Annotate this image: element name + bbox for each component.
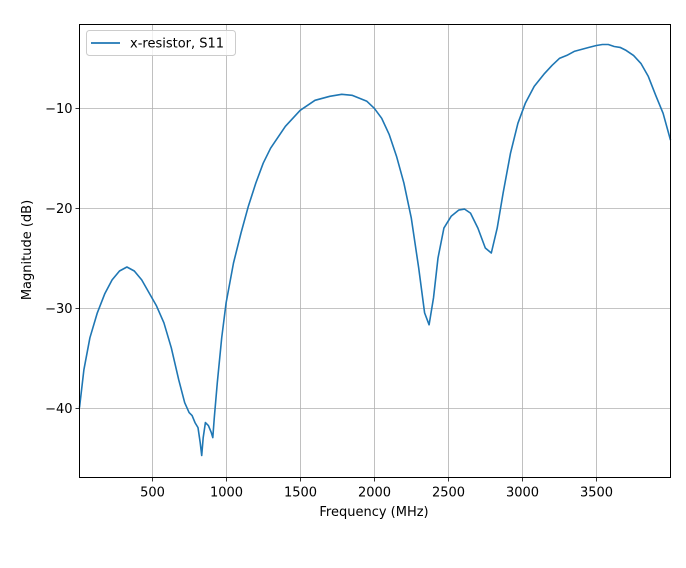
y-tick-label: −30 xyxy=(45,302,72,317)
y-axis-label: Magnitude (dB) xyxy=(20,200,35,300)
x-tick-label: 3000 xyxy=(506,486,539,501)
y-axis-ticks: −10 −20 −30 −40 xyxy=(45,102,80,417)
y-tick-label: −20 xyxy=(45,202,72,217)
x-tick-label: 2000 xyxy=(358,486,391,501)
x-tick-label: 500 xyxy=(140,486,165,501)
y-tick-label: −10 xyxy=(45,102,72,117)
x-tick-label: 1000 xyxy=(210,486,243,501)
x-axis-ticks: 500 1000 1500 2000 2500 3000 3500 xyxy=(140,477,613,501)
grid-lines xyxy=(79,24,671,478)
y-tick-label: −40 xyxy=(45,402,72,417)
legend-label: x-resistor, S11 xyxy=(130,37,224,52)
x-axis-label: Frequency (MHz) xyxy=(319,505,428,520)
x-tick-label: 3500 xyxy=(580,486,613,501)
data-series xyxy=(78,43,672,457)
x-tick-label: 2500 xyxy=(432,486,465,501)
series-line-x-resistor-s11 xyxy=(78,43,672,457)
plot-frame xyxy=(79,24,671,478)
x-tick-label: 1500 xyxy=(284,486,317,501)
legend: x-resistor, S11 xyxy=(86,30,236,56)
legend-box xyxy=(86,30,236,56)
